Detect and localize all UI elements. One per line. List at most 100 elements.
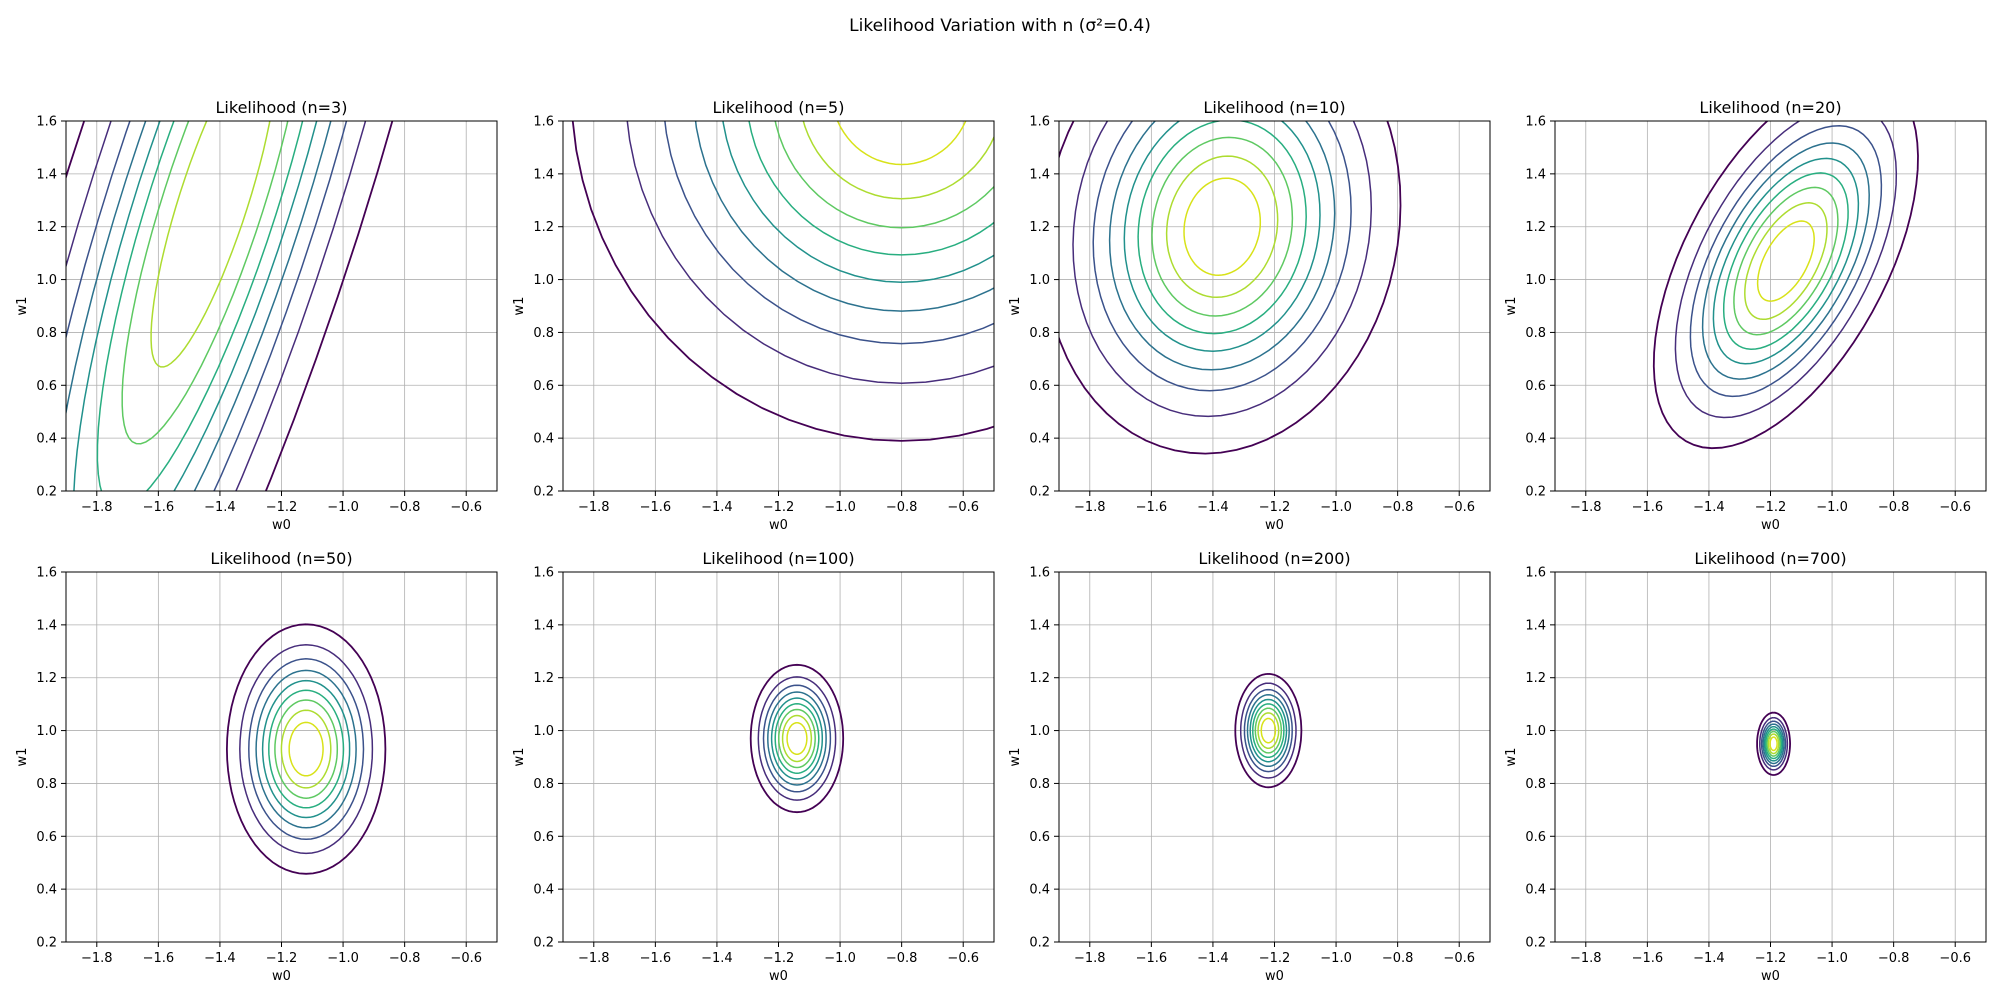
x-tick-label: −0.8 (886, 500, 918, 515)
x-tick-label: −0.8 (886, 951, 918, 966)
contour-line-6 (774, 703, 820, 774)
contour-line-7 (1766, 730, 1781, 757)
contour-line-6 (1252, 703, 1285, 759)
y-tick-label: 0.2 (1525, 485, 1546, 500)
contour-line-6 (1137, 121, 1307, 335)
x-tick-label: −1.0 (327, 500, 359, 515)
contour-line-6 (1722, 172, 1849, 350)
y-axis-label: w1 (512, 748, 527, 767)
contour-line-4 (1762, 723, 1785, 765)
x-axis-label: w0 (769, 969, 788, 984)
x-tick-label: −1.0 (1816, 500, 1848, 515)
y-tick-label: 0.8 (1525, 777, 1546, 792)
contour-line-9 (1183, 177, 1262, 276)
y-tick-label: 0.6 (533, 830, 554, 845)
y-tick-label: 1.2 (1525, 671, 1546, 686)
contour-line-1 (1652, 121, 1919, 450)
x-tick-label: −0.6 (450, 951, 482, 966)
y-tick-label: 1.2 (1029, 220, 1050, 235)
contour-line-2 (1759, 716, 1789, 771)
x-tick-label: −1.2 (1259, 951, 1291, 966)
x-tick-label: −1.4 (701, 951, 733, 966)
y-tick-label: 1.0 (1029, 724, 1050, 739)
y-tick-label: 1.0 (533, 724, 554, 739)
subplot-title: Likelihood (n=5) (713, 98, 845, 117)
contour-set (1756, 711, 1792, 776)
y-tick-label: 1.4 (1029, 167, 1050, 182)
contour-line-4 (767, 691, 827, 786)
y-tick-label: 0.2 (533, 936, 554, 951)
y-tick-label: 1.2 (1029, 671, 1050, 686)
contour-line-9 (836, 121, 967, 166)
y-tick-label: 0.2 (1029, 485, 1050, 500)
contour-line-7 (121, 121, 289, 445)
contour-set (1234, 673, 1303, 789)
x-tick-label: −1.6 (1632, 500, 1664, 515)
x-tick-label: −1.4 (1693, 500, 1725, 515)
contour-line-3 (1092, 121, 1352, 392)
y-tick-label: 1.4 (1029, 618, 1050, 633)
x-tick-label: −1.0 (327, 951, 359, 966)
x-tick-label: −1.4 (204, 500, 236, 515)
contour-line-2 (1674, 121, 1898, 419)
y-tick-label: 1.4 (36, 167, 57, 182)
contour-line-3 (1689, 124, 1883, 398)
x-axis-label: w0 (1265, 969, 1284, 984)
y-tick-label: 0.4 (533, 883, 554, 898)
x-axis-label: w0 (272, 518, 291, 533)
y-tick-label: 1.4 (36, 618, 57, 633)
x-tick-label: −1.2 (763, 951, 795, 966)
contour-line-8 (1767, 733, 1780, 755)
contour-line-5 (722, 121, 994, 283)
contour-set (1059, 121, 1402, 455)
contour-line-9 (1769, 736, 1778, 752)
y-tick-label: 0.2 (533, 485, 554, 500)
contour-line-9 (1260, 717, 1277, 744)
y-tick-label: 1.6 (36, 115, 57, 130)
x-tick-label: −0.6 (1939, 500, 1971, 515)
y-tick-label: 0.8 (1029, 777, 1050, 792)
y-tick-label: 1.0 (1029, 273, 1050, 288)
x-tick-label: −1.0 (1320, 500, 1352, 515)
y-tick-label: 1.0 (36, 724, 57, 739)
contour-line-4 (1108, 121, 1336, 371)
subplot-1: −1.8 −1.6 −1.4 −1.2 −1.0 −0.8 −0.6 0.2 0.4 0.6 0.8… (15, 98, 498, 533)
y-tick-label: 0.6 (1525, 830, 1546, 845)
x-tick-label: −1.2 (763, 500, 795, 515)
subplot-6: −1.8 −1.6 −1.4 −1.2 −1.0 −0.8 −0.6 0.2 0.4 0.6 0.8… (512, 549, 995, 984)
contour-line-5 (261, 679, 351, 819)
contour-line-2 (757, 676, 837, 801)
y-tick-label: 1.6 (1029, 115, 1050, 130)
subplot-4: −1.8 −1.6 −1.4 −1.2 −1.0 −0.8 −0.6 0.2 0.4 0.6 0.8… (1504, 98, 1987, 533)
y-tick-label: 0.2 (36, 936, 57, 951)
y-tick-label: 1.2 (533, 220, 554, 235)
contour-line-7 (1254, 707, 1283, 754)
x-tick-label: −1.0 (1816, 951, 1848, 966)
contour-line-3 (1243, 688, 1293, 773)
contour-line-5 (73, 121, 318, 491)
contour-line-4 (694, 121, 994, 312)
y-tick-label: 0.8 (533, 777, 554, 792)
contour-line-8 (150, 121, 271, 368)
y-tick-label: 1.2 (36, 671, 57, 686)
x-tick-label: −1.2 (1755, 500, 1787, 515)
contour-line-2 (1072, 121, 1373, 418)
contour-line-7 (778, 708, 816, 769)
contour-line-5 (1123, 121, 1321, 352)
y-tick-label: 0.4 (36, 432, 57, 447)
subplot-title: Likelihood (n=200) (1198, 549, 1350, 568)
y-tick-label: 0.4 (533, 432, 554, 447)
y-tick-label: 1.2 (1525, 220, 1546, 235)
contour-line-7 (1733, 186, 1839, 336)
x-tick-label: −0.8 (1878, 951, 1910, 966)
x-tick-label: −1.0 (824, 951, 856, 966)
y-tick-label: 0.2 (1029, 936, 1050, 951)
contour-line-5 (1763, 725, 1784, 762)
y-tick-label: 0.8 (1029, 326, 1050, 341)
subplot-3: −1.8 −1.6 −1.4 −1.2 −1.0 −0.8 −0.6 0.2 0.4 0.6 0.8… (1008, 98, 1491, 533)
x-tick-label: −0.8 (389, 500, 421, 515)
y-tick-label: 1.0 (36, 273, 57, 288)
y-tick-label: 0.4 (1525, 432, 1546, 447)
x-tick-label: −1.6 (640, 951, 672, 966)
contour-line-3 (664, 121, 994, 345)
